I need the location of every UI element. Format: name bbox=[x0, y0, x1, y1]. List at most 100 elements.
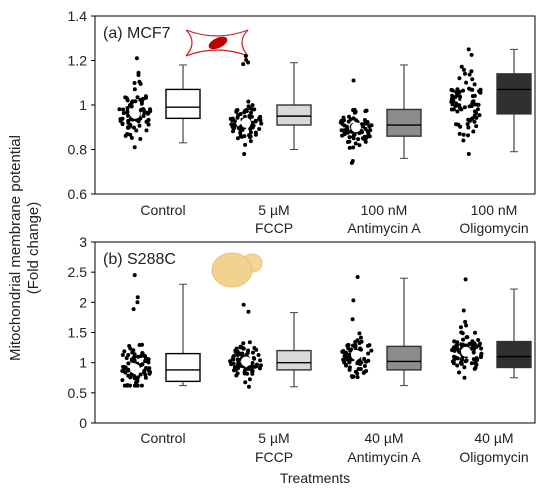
data-point bbox=[238, 130, 243, 135]
data-point bbox=[472, 93, 477, 98]
treatment-group: 40 µM Antimycin A bbox=[340, 274, 422, 465]
data-point bbox=[117, 107, 122, 112]
data-point bbox=[344, 124, 349, 129]
data-point bbox=[463, 277, 468, 282]
data-point bbox=[471, 129, 476, 134]
data-point bbox=[464, 80, 469, 85]
data-point bbox=[473, 330, 478, 335]
data-point bbox=[462, 105, 467, 110]
data-point bbox=[353, 340, 358, 345]
data-point bbox=[120, 353, 125, 358]
data-point bbox=[246, 348, 251, 353]
data-point bbox=[350, 375, 355, 380]
data-point bbox=[238, 111, 243, 116]
data-point bbox=[248, 139, 253, 144]
data-point bbox=[470, 116, 475, 121]
data-point bbox=[126, 352, 131, 357]
data-point bbox=[342, 358, 347, 363]
data-point bbox=[241, 341, 246, 346]
data-point bbox=[347, 365, 352, 370]
data-point bbox=[454, 101, 459, 106]
data-point bbox=[458, 360, 463, 365]
data-point bbox=[367, 343, 372, 348]
data-point bbox=[129, 358, 134, 363]
data-point bbox=[128, 102, 133, 107]
data-point bbox=[146, 110, 151, 115]
data-point bbox=[457, 76, 462, 81]
data-point bbox=[239, 134, 244, 139]
box-iqr bbox=[386, 345, 422, 371]
data-point bbox=[251, 355, 256, 360]
data-point bbox=[132, 125, 137, 130]
data-point bbox=[143, 372, 148, 377]
data-point bbox=[140, 362, 145, 367]
data-point bbox=[449, 97, 454, 102]
data-point bbox=[123, 370, 128, 375]
data-point bbox=[466, 47, 471, 52]
data-point bbox=[236, 366, 241, 371]
y-tick-label: 1.5 bbox=[68, 325, 88, 341]
data-point bbox=[474, 124, 479, 129]
data-point bbox=[250, 103, 255, 108]
data-point bbox=[351, 108, 356, 113]
data-point bbox=[469, 69, 474, 74]
data-point bbox=[144, 359, 149, 364]
data-point bbox=[342, 353, 347, 358]
data-point bbox=[344, 363, 349, 368]
data-point bbox=[121, 107, 126, 112]
mean-marker bbox=[351, 349, 361, 360]
data-point bbox=[457, 131, 462, 136]
data-point bbox=[340, 133, 345, 138]
data-point bbox=[475, 107, 480, 112]
data-point bbox=[241, 62, 246, 67]
y-tick-label: 1.2 bbox=[68, 53, 88, 69]
data-point bbox=[351, 136, 356, 141]
data-point bbox=[462, 375, 467, 380]
yeast-icon bbox=[211, 252, 263, 288]
data-point bbox=[131, 307, 136, 312]
data-point bbox=[127, 343, 132, 348]
data-point bbox=[132, 80, 137, 85]
y-tick-label: 1 bbox=[79, 97, 87, 113]
data-point bbox=[461, 138, 466, 143]
cell-nucleus bbox=[208, 36, 228, 50]
data-point bbox=[243, 380, 248, 385]
data-point bbox=[124, 96, 129, 101]
yeast-body bbox=[211, 252, 253, 288]
mean-marker bbox=[351, 122, 361, 133]
data-point bbox=[340, 349, 345, 354]
data-point bbox=[130, 99, 135, 104]
panel-b-s288c: 0 0.5 1 1.5 2 2.5 3 (b) S288C Control 5 µM FCCP 40 … bbox=[68, 234, 536, 465]
data-point bbox=[137, 123, 142, 128]
panel-label: (b) S288C bbox=[103, 251, 176, 268]
data-point bbox=[467, 72, 472, 77]
data-point bbox=[139, 383, 144, 388]
data-point bbox=[237, 351, 242, 356]
data-point bbox=[242, 151, 247, 156]
category-label: Antimycin A bbox=[347, 449, 421, 465]
data-point bbox=[365, 129, 370, 134]
data-point bbox=[248, 130, 253, 135]
data-point bbox=[231, 361, 236, 366]
data-point bbox=[455, 340, 460, 345]
box-iqr bbox=[165, 352, 201, 383]
data-point bbox=[339, 118, 344, 123]
data-point bbox=[479, 351, 484, 356]
data-point bbox=[135, 295, 140, 300]
data-point bbox=[455, 356, 460, 361]
data-point bbox=[134, 383, 139, 388]
data-point bbox=[369, 348, 374, 353]
data-point bbox=[459, 330, 464, 335]
data-point bbox=[143, 95, 148, 100]
data-point bbox=[342, 128, 347, 133]
data-point bbox=[357, 331, 362, 336]
data-point bbox=[359, 347, 364, 352]
category-label: FCCP bbox=[255, 449, 293, 465]
data-point bbox=[120, 378, 125, 383]
data-point bbox=[148, 107, 153, 112]
data-point bbox=[462, 71, 467, 76]
data-point bbox=[257, 366, 262, 371]
data-point bbox=[346, 358, 351, 363]
data-point bbox=[131, 348, 136, 353]
data-point bbox=[144, 128, 149, 133]
